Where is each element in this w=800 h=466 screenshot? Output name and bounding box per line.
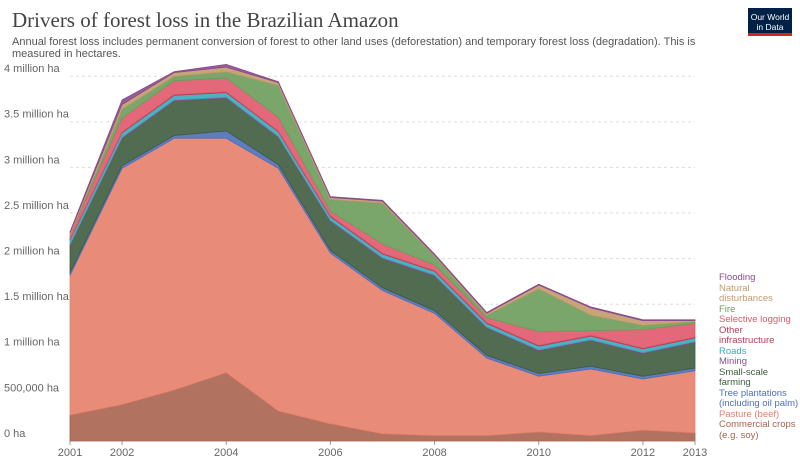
- legend-label[interactable]: Natural disturbances: [719, 282, 773, 304]
- legend-label[interactable]: Roads: [719, 345, 747, 357]
- x-tick-label: 2001: [58, 447, 82, 459]
- x-tick-label: 2004: [214, 447, 238, 459]
- y-tick-label: 500,000 ha: [4, 382, 60, 394]
- y-tick-label: 4 million ha: [4, 63, 61, 75]
- legend-label[interactable]: Pasture (beef): [719, 408, 780, 420]
- legend-label[interactable]: Mining: [719, 356, 747, 367]
- chart-subtitle: Annual forest loss includes permanent co…: [12, 36, 696, 60]
- x-tick-label: 2012: [631, 447, 655, 459]
- legend-label[interactable]: Flooding: [719, 272, 756, 283]
- y-tick-label: 2.5 million ha: [4, 200, 70, 212]
- x-tick-label: 2010: [527, 447, 551, 459]
- legend-label[interactable]: Commercial crops (e.g. soy): [719, 419, 796, 441]
- logo[interactable]: Our World in Data: [748, 8, 792, 36]
- x-tick-label: 2008: [422, 447, 446, 459]
- x-tick-label: 2013: [683, 447, 707, 459]
- area: [69, 63, 696, 322]
- x-tick-label: 2002: [110, 447, 134, 459]
- legend-label[interactable]: Small-scale farming: [719, 366, 769, 388]
- y-tick-label: 0 ha: [4, 428, 26, 440]
- y-tick-label: 1.5 million ha: [4, 291, 70, 303]
- legend-label[interactable]: Selective logging: [719, 314, 791, 325]
- x-tick-label: 2006: [318, 447, 342, 459]
- y-tick-label: 2 million ha: [4, 246, 61, 258]
- legend-label[interactable]: Fire: [719, 303, 736, 315]
- legend-label[interactable]: Tree plantations (including oil palm): [719, 387, 799, 409]
- y-tick-label: 3 million ha: [4, 154, 61, 166]
- y-tick-label: 3.5 million ha: [4, 109, 70, 121]
- chart-title: Drivers of forest loss in the Brazilian …: [12, 8, 399, 32]
- legend-label[interactable]: Other infrastructure: [719, 324, 775, 346]
- legend: Flooding Natural disturbances Fire Selectiv…: [719, 272, 799, 441]
- y-tick-label: 1 million ha: [4, 337, 61, 349]
